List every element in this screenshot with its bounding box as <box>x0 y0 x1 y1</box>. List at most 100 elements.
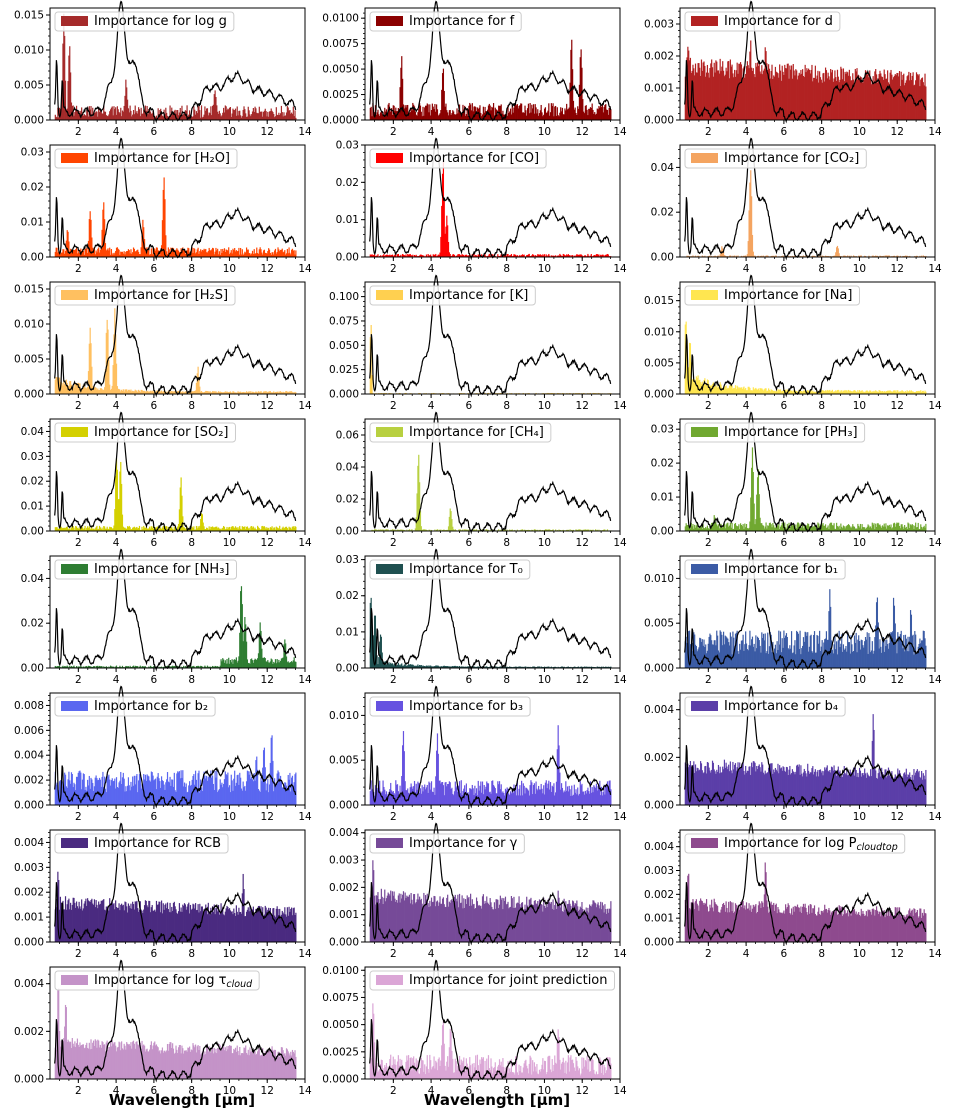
importance-bar <box>170 390 172 394</box>
importance-bar <box>112 666 114 668</box>
importance-bar <box>477 666 479 668</box>
importance-bar <box>581 255 583 257</box>
importance-bar <box>878 74 880 120</box>
importance-bar <box>245 641 248 668</box>
importance-bar <box>172 391 174 394</box>
importance-bar <box>211 527 213 531</box>
importance-bar <box>700 638 702 668</box>
importance-bar <box>857 79 859 120</box>
importance-bar <box>236 662 238 668</box>
importance-bar <box>113 254 115 257</box>
importance-bar <box>259 111 261 120</box>
importance-bar <box>460 115 462 120</box>
importance-bar <box>427 666 429 668</box>
importance-bar <box>833 523 835 531</box>
importance-bar <box>411 664 413 668</box>
importance-bar <box>717 255 720 257</box>
importance-bar <box>443 201 445 257</box>
importance-bar <box>736 526 738 531</box>
importance-bar <box>212 527 215 531</box>
importance-bar <box>466 529 468 531</box>
importance-bar <box>547 666 549 668</box>
importance-bar <box>523 529 525 531</box>
importance-bar <box>731 255 733 257</box>
importance-bar <box>773 390 776 394</box>
importance-bar <box>149 111 152 120</box>
importance-bar <box>914 392 916 394</box>
x-tick-label: 12 <box>891 537 904 549</box>
importance-bar <box>779 70 782 120</box>
importance-bar <box>553 255 555 257</box>
importance-bar <box>441 73 444 120</box>
importance-bar <box>273 527 275 531</box>
importance-bar <box>172 247 174 257</box>
importance-bar <box>54 251 56 257</box>
importance-bar <box>177 526 179 531</box>
importance-bar <box>280 658 283 668</box>
importance-bar <box>876 255 879 257</box>
importance-bar <box>470 110 473 120</box>
importance-bar <box>257 391 260 394</box>
importance-bar <box>123 391 125 394</box>
importance-bar <box>748 527 750 531</box>
importance-bar <box>806 68 808 120</box>
importance-bar <box>68 55 70 120</box>
importance-bar <box>279 113 282 120</box>
importance-bar <box>74 111 76 120</box>
importance-bar <box>238 392 240 394</box>
importance-bar <box>523 112 525 120</box>
importance-bar <box>202 392 204 394</box>
importance-bar <box>481 114 484 120</box>
importance-bar <box>841 526 843 531</box>
importance-bar <box>439 252 441 257</box>
importance-bar <box>602 666 604 668</box>
importance-bar <box>230 662 232 668</box>
importance-bar <box>755 519 757 531</box>
importance-bar <box>93 387 96 394</box>
y-tick-label: 0.000 <box>644 115 674 127</box>
importance-bar <box>807 390 810 394</box>
importance-bar <box>887 255 889 257</box>
importance-bar <box>278 249 280 257</box>
importance-bar <box>779 64 781 120</box>
importance-bar <box>194 529 196 531</box>
importance-bar <box>813 77 816 120</box>
x-tick-label: 12 <box>261 674 274 686</box>
importance-bar <box>790 526 792 531</box>
importance-bar <box>470 104 472 120</box>
importance-bar <box>95 111 97 120</box>
importance-bar <box>817 70 819 120</box>
importance-bar <box>262 116 264 120</box>
importance-bar <box>594 529 597 531</box>
importance-bar <box>553 666 555 668</box>
importance-bar <box>777 73 779 120</box>
importance-bar <box>905 526 907 531</box>
importance-bar <box>565 255 567 257</box>
importance-bar <box>704 528 706 531</box>
importance-bar <box>220 529 222 531</box>
y-tick-label: 0.04 <box>21 426 45 438</box>
importance-bar <box>148 247 150 257</box>
importance-bar <box>887 70 889 120</box>
importance-bar <box>247 391 249 394</box>
panel-CH4: 2 4 6 8 10 12 140.000.020.040.06 Importance for… <box>336 411 627 549</box>
importance-bar <box>819 391 822 394</box>
importance-bar <box>423 115 425 120</box>
importance-bar <box>879 524 881 531</box>
importance-bar <box>909 255 911 257</box>
importance-bar <box>377 664 379 668</box>
importance-bar <box>268 248 270 257</box>
importance-bar <box>177 250 180 257</box>
importance-bar <box>265 391 267 394</box>
importance-bar <box>790 390 792 394</box>
importance-bar <box>876 82 879 120</box>
importance-bar <box>857 523 859 531</box>
importance-bar <box>172 529 175 531</box>
importance-bar <box>825 528 828 531</box>
importance-bar <box>103 526 105 531</box>
importance-bar <box>475 666 477 668</box>
importance-bar <box>858 527 861 531</box>
importance-bar <box>233 109 235 120</box>
importance-bar <box>274 527 276 531</box>
importance-bar <box>225 391 227 394</box>
